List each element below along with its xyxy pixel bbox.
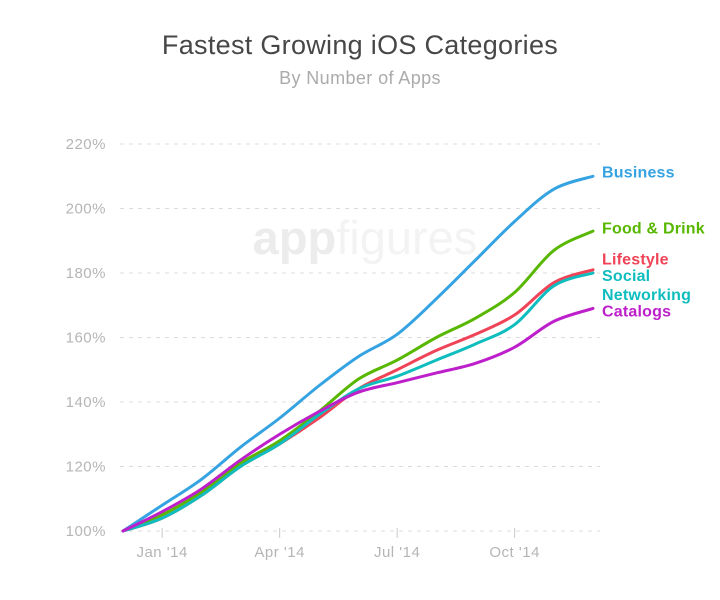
- y-axis-label-200: 200%: [66, 201, 106, 218]
- series-line-business: [121, 174, 595, 533]
- y-axis-label-180: 180%: [66, 265, 106, 282]
- x-axis-label-apr-14: Apr '14: [254, 544, 305, 561]
- x-axis-label-jul-14: Jul '14: [374, 544, 420, 561]
- watermark-app-text: app: [252, 211, 337, 264]
- x-axis-label-oct-14: Oct '14: [489, 544, 540, 561]
- y-axis-label-220: 220%: [66, 136, 106, 153]
- chart-title: Fastest Growing iOS Categories: [161, 30, 559, 60]
- series-line-lifestyle: [121, 268, 595, 533]
- y-axis-label-100: 100%: [66, 523, 106, 540]
- y-axis-label-140: 140%: [66, 394, 106, 411]
- chart-subtitle: By Number of Apps: [279, 68, 441, 88]
- series-line-food-drink: [121, 229, 595, 533]
- y-axis-label-160: 160%: [66, 330, 106, 347]
- series-line-catalogs: [121, 306, 595, 533]
- y-axis-label-120: 120%: [66, 459, 106, 476]
- watermark-appfigures: appfigures: [253, 214, 478, 261]
- watermark-figures-text: figures: [336, 211, 478, 264]
- x-axis-label-jan-14: Jan '14: [136, 544, 187, 561]
- series-line-social-networking: [121, 271, 595, 533]
